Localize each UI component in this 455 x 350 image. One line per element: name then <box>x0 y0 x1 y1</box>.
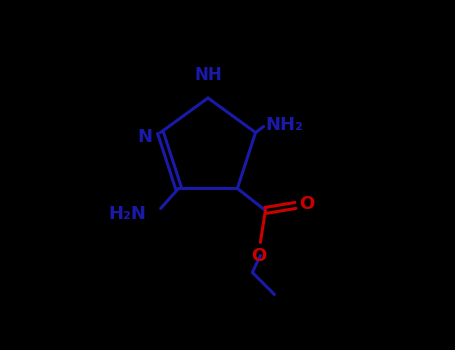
Text: H₂N: H₂N <box>109 205 147 223</box>
Text: NH: NH <box>194 66 222 84</box>
Text: NH₂: NH₂ <box>266 116 303 134</box>
Text: O: O <box>251 247 266 265</box>
Text: N: N <box>137 127 152 146</box>
Text: O: O <box>299 195 315 214</box>
